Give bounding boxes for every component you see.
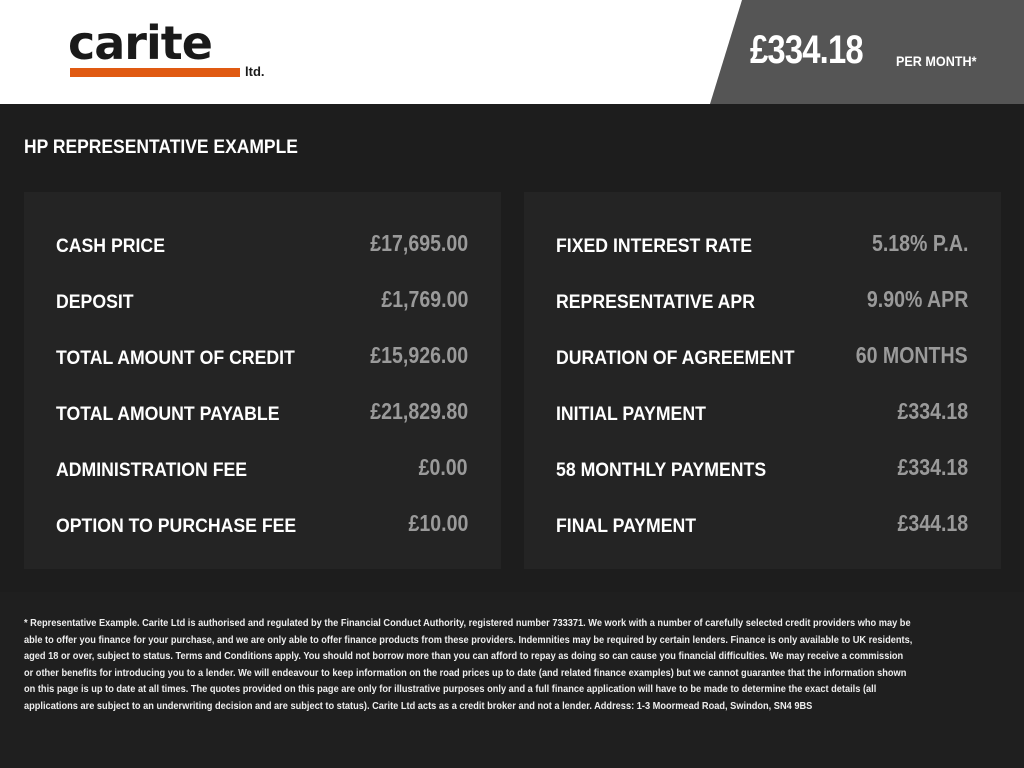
detail-label: CASH PRICE: [56, 236, 165, 257]
detail-label: ADMINISTRATION FEE: [56, 460, 248, 481]
detail-label: FIXED INTEREST RATE: [556, 236, 753, 257]
detail-row: FIXED INTEREST RATE 5.18% P.A.: [556, 230, 968, 260]
logo-bar: [70, 68, 240, 77]
detail-row: TOTAL AMOUNT PAYABLE £21,829.80: [56, 398, 468, 428]
detail-value: £17,695.00: [370, 230, 468, 256]
logo-suffix: ltd.: [245, 64, 265, 79]
detail-value: £10.00: [408, 510, 468, 536]
detail-label: REPRESENTATIVE APR: [556, 292, 755, 313]
detail-label: DEPOSIT: [56, 292, 134, 313]
left-details-card: CASH PRICE £17,695.00 DEPOSIT £1,769.00 TOTA…: [24, 192, 501, 569]
detail-value: £334.18: [897, 398, 968, 424]
detail-label: 58 MONTHLY PAYMENTS: [556, 460, 767, 481]
right-details-card: FIXED INTEREST RATE 5.18% P.A. REPRESENTAT…: [524, 192, 1001, 569]
detail-value: 60 MONTHS: [856, 342, 968, 368]
detail-row: ADMINISTRATION FEE £0.00: [56, 454, 468, 484]
detail-row: FINAL PAYMENT £344.18: [556, 510, 968, 540]
detail-value: £334.18: [897, 454, 968, 480]
monthly-price-panel: £334.18 PER MONTH*: [710, 0, 1024, 104]
per-month-label: PER MONTH*: [896, 53, 977, 69]
detail-label: FINAL PAYMENT: [556, 516, 697, 537]
page-title: HP REPRESENTATIVE EXAMPLE: [24, 137, 298, 158]
detail-label: TOTAL AMOUNT PAYABLE: [56, 404, 280, 425]
carite-logo: carite ltd.: [68, 16, 278, 84]
detail-label: TOTAL AMOUNT OF CREDIT: [56, 348, 295, 369]
monthly-price: £334.18: [750, 28, 864, 72]
detail-row: DEPOSIT £1,769.00: [56, 286, 468, 316]
disclaimer-text: * Representative Example. Carite Ltd is …: [24, 617, 913, 712]
detail-row: DURATION OF AGREEMENT 60 MONTHS: [556, 342, 968, 372]
detail-label: DURATION OF AGREEMENT: [556, 348, 795, 369]
detail-label: INITIAL PAYMENT: [556, 404, 706, 425]
detail-value: £1,769.00: [381, 286, 468, 312]
detail-row: TOTAL AMOUNT OF CREDIT £15,926.00: [56, 342, 468, 372]
footer: * Representative Example. Carite Ltd is …: [0, 592, 1024, 768]
logo-text: carite: [68, 16, 213, 70]
detail-value: 9.90% APR: [866, 286, 968, 312]
detail-value: £344.18: [897, 510, 968, 536]
detail-row: OPTION TO PURCHASE FEE £10.00: [56, 510, 468, 540]
detail-row: REPRESENTATIVE APR 9.90% APR: [556, 286, 968, 316]
detail-row: 58 MONTHLY PAYMENTS £334.18: [556, 454, 968, 484]
detail-row: INITIAL PAYMENT £334.18: [556, 398, 968, 428]
detail-row: CASH PRICE £17,695.00: [56, 230, 468, 260]
detail-value: £0.00: [419, 454, 468, 480]
header: carite ltd. £334.18 PER MONTH*: [0, 0, 1024, 104]
detail-value: £15,926.00: [370, 342, 468, 368]
detail-value: 5.18% P.A.: [871, 230, 968, 256]
detail-label: OPTION TO PURCHASE FEE: [56, 516, 297, 537]
detail-value: £21,829.80: [370, 398, 468, 424]
